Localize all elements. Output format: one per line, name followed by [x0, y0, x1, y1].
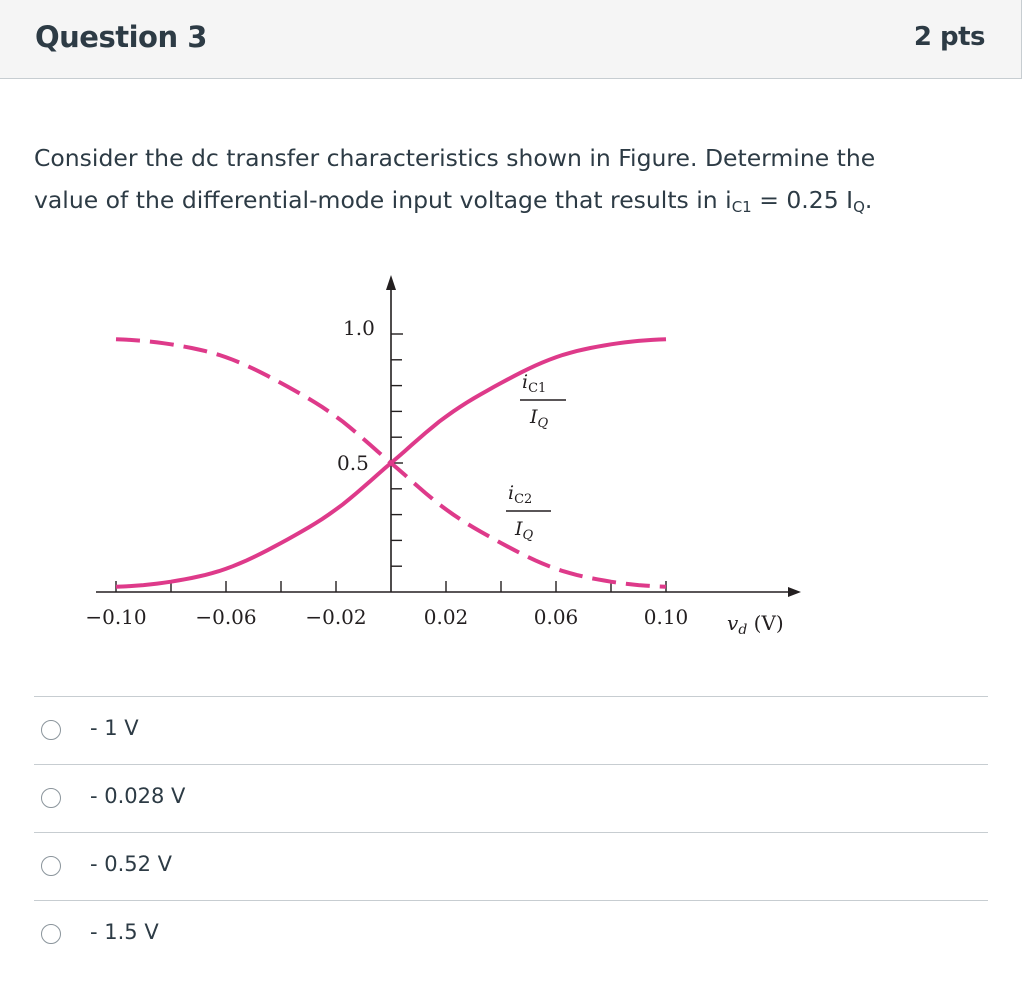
labels: 1.0 0.5 iC1 IQ iC2 IQ vd (V) −0.10 −0.06−… — [85, 316, 783, 638]
curve-ic2 — [115, 337, 667, 589]
y-label-top: 1.0 — [343, 316, 375, 340]
question-text-mid: = 0.25 I — [751, 186, 854, 214]
transfer-characteristics-figure: 1.0 0.5 iC1 IQ iC2 IQ vd (V) −0.10 −0.06−… — [85, 275, 801, 638]
question-text: Consider the dc transfer characteristics… — [34, 137, 994, 228]
answer-label: - 0.52 V — [90, 852, 173, 876]
radio-button[interactable] — [41, 856, 61, 876]
question-title: Question 3 — [35, 20, 207, 54]
x-axis-arrow — [788, 587, 801, 597]
answer-option[interactable]: - 0.52 V — [34, 832, 988, 900]
question-sub-q: Q — [853, 198, 865, 216]
curve2-label-den-text: I — [514, 518, 523, 540]
question-header: Question 3 2 pts — [0, 0, 1022, 79]
x-tick-label: 0.06 — [534, 605, 579, 629]
radio-button[interactable] — [41, 788, 61, 808]
answer-label: - 0.028 V — [90, 784, 186, 808]
radio-button[interactable] — [41, 720, 61, 740]
y-label-mid: 0.5 — [337, 451, 369, 475]
curve2-label-num-text: i — [508, 482, 514, 504]
x-axis-label-var: v — [727, 611, 739, 635]
x-axis-label: vd (V) — [727, 611, 784, 638]
curve1-label-den-text: I — [529, 406, 538, 428]
y-axis-arrow — [386, 275, 396, 290]
x-tick-label: −0.06 — [195, 605, 256, 629]
answer-list: - 1 V - 0.028 V - 0.52 V - 1.5 V — [34, 696, 988, 968]
x-axis-label-unit: (V) — [747, 611, 783, 635]
question-text-line2: value of the differential-mode input vol… — [34, 179, 994, 228]
curve1-label-num: iC1 — [522, 371, 546, 396]
curve2-label-num: iC2 — [508, 482, 532, 507]
answer-option[interactable]: - 1 V — [34, 696, 988, 764]
curve1-label-num-text: i — [522, 371, 528, 393]
answer-option[interactable]: - 0.028 V — [34, 764, 988, 832]
curve1-label-den-sub: Q — [538, 416, 549, 431]
answer-label: - 1 V — [90, 716, 139, 740]
curve2-label-den-sub: Q — [523, 528, 534, 543]
answer-option[interactable]: - 1.5 V — [34, 900, 988, 968]
question-text-line2-pre: value of the differential-mode input vol… — [34, 186, 732, 214]
answer-label: - 1.5 V — [90, 920, 159, 944]
question-text-end: . — [864, 186, 873, 214]
question-text-line1: Consider the dc transfer characteristics… — [34, 144, 876, 172]
axes — [96, 275, 801, 597]
curve1-label-den: IQ — [529, 406, 549, 431]
curve2-label-den: IQ — [514, 518, 534, 543]
curves — [115, 337, 667, 589]
x-tick-label: 0.02 — [424, 605, 469, 629]
x-tick-label: −0.10 — [85, 605, 146, 629]
radio-button[interactable] — [41, 924, 61, 944]
x-axis-label-sub: d — [738, 622, 747, 638]
curve2-label-num-sub: C2 — [514, 492, 532, 507]
question-sub-c1: C1 — [731, 198, 752, 216]
x-tick-label: −0.02 — [305, 605, 366, 629]
curve1-label-num-sub: C1 — [528, 381, 546, 396]
question-points: 2 pts — [913, 22, 986, 52]
x-tick-label: 0.10 — [644, 605, 689, 629]
